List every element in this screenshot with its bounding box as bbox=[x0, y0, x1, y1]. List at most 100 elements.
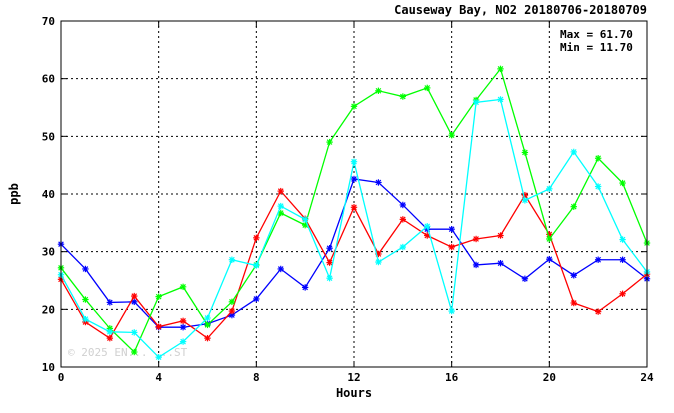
data-point bbox=[448, 307, 455, 315]
data-point bbox=[448, 225, 455, 233]
data-point bbox=[131, 329, 138, 336]
data-point bbox=[301, 284, 309, 291]
data-point bbox=[497, 96, 504, 103]
data-point bbox=[619, 236, 626, 243]
y-tick-label: 60 bbox=[42, 73, 55, 86]
data-point bbox=[106, 334, 114, 342]
series-1 bbox=[57, 187, 651, 342]
data-point bbox=[253, 262, 260, 269]
data-point bbox=[228, 307, 236, 315]
data-point bbox=[399, 201, 407, 209]
x-axis-label: Hours bbox=[336, 386, 372, 400]
data-point bbox=[277, 265, 284, 273]
series-layer bbox=[57, 65, 651, 361]
x-tick-label: 12 bbox=[347, 371, 360, 384]
data-point bbox=[472, 261, 480, 269]
data-point bbox=[619, 290, 626, 297]
data-point bbox=[424, 84, 431, 92]
data-point bbox=[546, 185, 553, 193]
data-point bbox=[204, 321, 211, 329]
data-point bbox=[521, 197, 529, 204]
data-point bbox=[472, 235, 480, 243]
data-point bbox=[253, 234, 260, 242]
data-point bbox=[448, 243, 455, 251]
data-point bbox=[424, 223, 431, 230]
series-3 bbox=[57, 96, 651, 361]
data-point bbox=[253, 295, 260, 303]
x-tick-label: 20 bbox=[543, 371, 556, 384]
data-point bbox=[228, 298, 236, 306]
y-tick-label: 40 bbox=[42, 188, 55, 201]
data-point bbox=[106, 328, 114, 336]
data-point bbox=[521, 275, 529, 282]
data-point bbox=[375, 87, 382, 94]
data-point bbox=[228, 256, 236, 263]
data-point bbox=[326, 138, 333, 146]
data-point bbox=[594, 308, 602, 315]
data-point bbox=[497, 65, 504, 73]
data-point bbox=[570, 203, 577, 210]
data-point bbox=[375, 179, 382, 186]
y-axis-label: ppb bbox=[7, 183, 21, 205]
axis-ticks: 0 4 8 12 16 20 24 10 20 30 40 50 60 70 bbox=[42, 15, 654, 384]
watermark-text: © 2025 EN... ...ST bbox=[68, 346, 188, 359]
data-point bbox=[326, 274, 333, 282]
data-point bbox=[106, 299, 114, 306]
x-tick-label: 0 bbox=[58, 371, 65, 384]
data-point bbox=[448, 131, 455, 139]
y-tick-label: 30 bbox=[42, 246, 55, 259]
data-point bbox=[350, 175, 358, 183]
data-point bbox=[155, 293, 162, 300]
data-point bbox=[179, 324, 187, 331]
data-point bbox=[570, 272, 577, 279]
y-tick-label: 20 bbox=[42, 303, 55, 316]
x-tick-label: 16 bbox=[445, 371, 459, 384]
data-point bbox=[179, 283, 187, 291]
data-point bbox=[472, 99, 480, 106]
data-point bbox=[155, 323, 162, 330]
max-value-label: Max = 61.70 bbox=[560, 28, 633, 41]
data-point bbox=[82, 296, 89, 303]
data-point bbox=[619, 256, 626, 263]
data-point bbox=[326, 259, 333, 266]
data-point bbox=[179, 317, 187, 325]
data-point bbox=[594, 155, 602, 162]
data-point bbox=[546, 235, 553, 243]
data-point bbox=[570, 148, 577, 156]
data-point bbox=[204, 334, 211, 342]
data-point bbox=[131, 298, 138, 306]
data-point bbox=[204, 314, 211, 322]
data-point bbox=[131, 348, 138, 356]
min-value-label: Min = 11.70 bbox=[560, 41, 633, 54]
data-point bbox=[521, 149, 529, 156]
data-point bbox=[82, 315, 89, 323]
x-tick-label: 8 bbox=[253, 371, 260, 384]
data-point bbox=[155, 353, 162, 361]
data-point bbox=[375, 258, 382, 266]
data-point bbox=[179, 338, 187, 345]
data-point bbox=[497, 232, 504, 239]
data-point bbox=[350, 158, 358, 165]
data-point bbox=[546, 255, 553, 263]
data-point bbox=[399, 93, 407, 100]
y-tick-label: 70 bbox=[42, 15, 55, 28]
data-point bbox=[277, 187, 284, 195]
data-point bbox=[277, 202, 284, 210]
data-point bbox=[326, 245, 333, 252]
data-point bbox=[594, 256, 602, 263]
x-tick-label: 24 bbox=[640, 371, 654, 384]
y-tick-label: 50 bbox=[42, 130, 55, 143]
data-point bbox=[301, 216, 309, 223]
data-point bbox=[399, 243, 407, 251]
y-tick-label: 10 bbox=[42, 361, 55, 374]
series-2 bbox=[57, 65, 651, 356]
data-point bbox=[82, 265, 89, 273]
series-0 bbox=[57, 175, 651, 331]
data-point bbox=[619, 179, 626, 187]
data-point bbox=[497, 260, 504, 267]
chart-title: Causeway Bay, NO2 20180706-20180709 bbox=[394, 3, 647, 17]
x-tick-label: 4 bbox=[155, 371, 162, 384]
data-point bbox=[594, 183, 602, 190]
